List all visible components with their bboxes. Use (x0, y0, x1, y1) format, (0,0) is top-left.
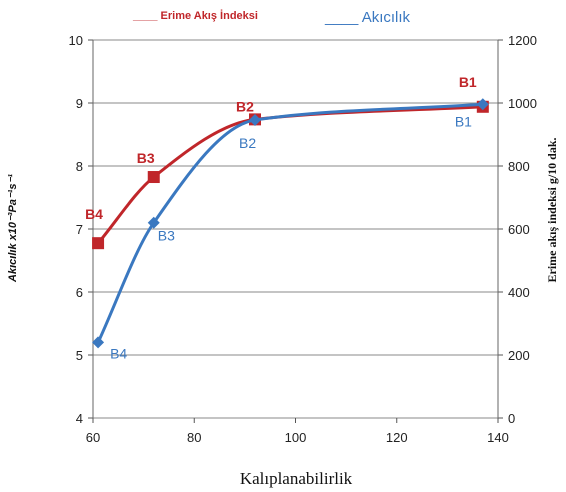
x-axis-label: Kalıplanabilirlik (240, 469, 353, 488)
point-label: B4 (110, 345, 127, 361)
y-right-tick-label: 200 (508, 348, 530, 363)
legend-akicilik: ____ Akıcılık (324, 9, 411, 26)
point-label: B2 (236, 98, 254, 114)
x-tick-label: 100 (285, 430, 307, 445)
point-label: B1 (459, 74, 477, 90)
y-left-tick-label: 7 (76, 222, 83, 237)
series-line-1 (96, 102, 485, 344)
y-right-tick-label: 400 (508, 285, 530, 300)
point-label: B1 (455, 113, 472, 129)
point-label: B3 (158, 228, 175, 244)
series-group (92, 98, 489, 349)
point-label: B2 (239, 135, 256, 151)
y-right-tick-label: 0 (508, 411, 515, 426)
data-point-diamond (249, 114, 261, 127)
axes (88, 39, 503, 423)
y-axis-right-label: Erime akış indeksi g/10 dak. (545, 137, 559, 282)
x-tick-label: 140 (487, 430, 509, 445)
y-right-tick-label: 1000 (508, 96, 537, 111)
series-line-0 (96, 105, 485, 245)
data-point-diamond (476, 98, 489, 111)
data-point-square (92, 237, 105, 250)
y-left-tick-label: 4 (76, 411, 83, 426)
y-left-tick-label: 5 (76, 348, 83, 363)
y-left-tick-label: 10 (69, 33, 83, 48)
x-tick-label: 60 (86, 430, 100, 445)
y-right-tick-label: 1200 (508, 33, 537, 48)
data-point-square (147, 171, 160, 184)
point-label: B3 (137, 150, 155, 166)
y-left-tick-label: 6 (76, 285, 83, 300)
y-right-tick-label: 800 (508, 159, 530, 174)
data-point-diamond (147, 216, 160, 229)
y-axis-left-label: Akıcılık x10⁻³Pa⁻¹s⁻¹ (7, 174, 19, 283)
y-right-tick-label: 600 (508, 222, 530, 237)
x-tick-label: 120 (386, 430, 408, 445)
x-tick-label: 80 (187, 430, 201, 445)
data-point-diamond (92, 336, 105, 349)
y-left-tick-label: 8 (76, 159, 83, 174)
point-labels: B4 B3 B2 B1 B4 B3 B2 B1 (85, 74, 477, 362)
point-label: B4 (85, 206, 103, 222)
legend-erime: ____ Erime Akış İndeksi (132, 9, 258, 22)
grid-lines (93, 39, 498, 419)
y-left-tick-label: 9 (76, 96, 83, 111)
